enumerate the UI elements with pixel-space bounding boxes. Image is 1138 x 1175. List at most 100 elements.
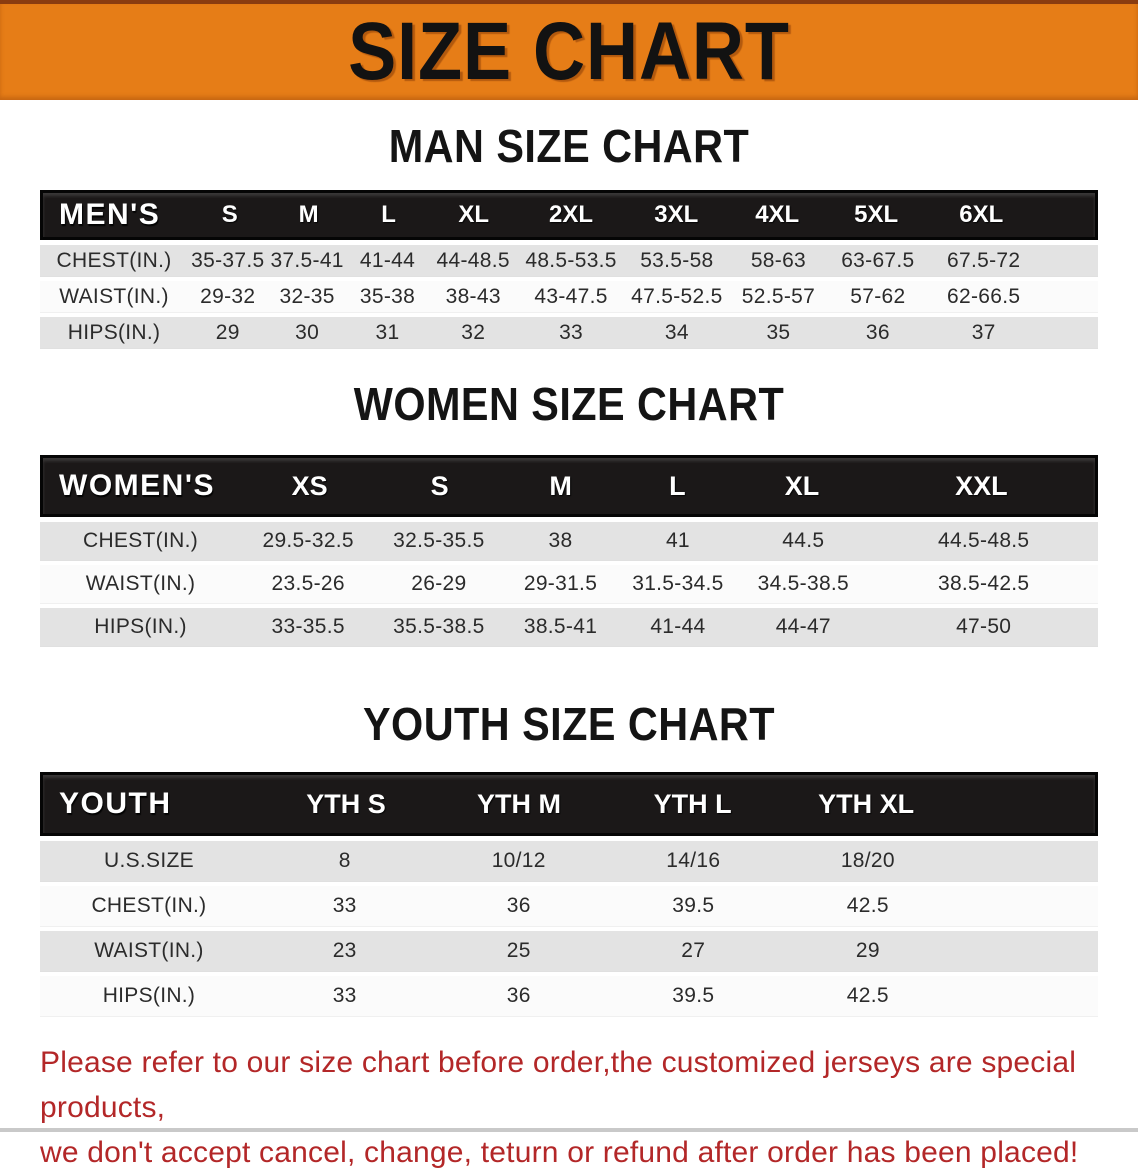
men-size-3xl: 3XL (654, 201, 699, 228)
value-cell: 35-38 (359, 284, 416, 308)
value-cell: 44-48.5 (436, 248, 510, 272)
youth-hips-row: HIPS(IN.) 33 36 39.5 42.5 (40, 976, 1098, 1016)
row-label: HIPS(IN.) (94, 615, 187, 638)
row-label: WAIST(IN.) (94, 939, 204, 962)
value-cell: 35-37.5 (191, 248, 265, 272)
value-cell: 34.5-38.5 (757, 572, 850, 595)
women-chest-row: CHEST(IN.) 29.5-32.5 32.5-35.5 38 41 44.… (40, 522, 1098, 560)
youth-section-title: YOUTH SIZE CHART (362, 698, 776, 750)
value-cell: 38.5-42.5 (937, 572, 1030, 595)
youth-size-s: YTH S (306, 788, 386, 819)
value-cell: 33-35.5 (271, 615, 345, 638)
value-cell: 29 (855, 939, 880, 962)
row-label: CHEST(IN.) (56, 248, 172, 272)
value-cell: 62-66.5 (947, 284, 1021, 308)
value-cell: 63-67.5 (841, 248, 915, 272)
banner-title: SIZE CHART (348, 6, 790, 97)
value-cell: 33 (559, 320, 584, 344)
value-cell: 44-47 (775, 615, 831, 638)
value-cell: 39.5 (672, 984, 715, 1007)
value-cell: 10/12 (491, 849, 546, 872)
youth-size-xl: YTH XL (818, 788, 915, 819)
men-section-title: MAN SIZE CHART (388, 120, 750, 172)
value-cell: 29 (215, 320, 240, 344)
row-label: CHEST(IN.) (83, 529, 198, 552)
youth-waist-row: WAIST(IN.) 23 25 27 29 (40, 931, 1098, 971)
value-cell: 41-44 (359, 248, 416, 272)
value-cell: 38-43 (445, 284, 501, 308)
value-cell: 47-50 (956, 615, 1012, 638)
men-waist-row: WAIST(IN.) 29-32 32-35 35-38 38-43 43-47… (40, 281, 1098, 312)
youth-ussize-row: U.S.SIZE 8 10/12 14/16 18/20 (40, 841, 1098, 881)
men-size-2xl: 2XL (549, 201, 594, 228)
value-cell: 52.5-57 (741, 284, 816, 308)
disclaimer-line-1: Please refer to our size chart before or… (40, 1046, 1077, 1124)
value-cell: 37.5-41 (270, 248, 344, 272)
value-cell: 23.5-26 (271, 572, 345, 595)
men-hips-row: HIPS(IN.) 29 30 31 32 33 34 35 36 37 (40, 317, 1098, 348)
value-cell: 44.5-48.5 (937, 529, 1030, 552)
women-size-l: L (669, 470, 686, 501)
value-cell: 37 (971, 320, 996, 344)
value-cell: 44.5 (782, 529, 825, 552)
youth-chest-row: CHEST(IN.) 33 36 39.5 42.5 (40, 886, 1098, 926)
value-cell: 8 (338, 849, 351, 872)
value-cell: 41-44 (650, 615, 706, 638)
men-size-4xl: 4XL (755, 201, 800, 228)
row-label: CHEST(IN.) (91, 894, 207, 917)
value-cell: 42.5 (846, 984, 889, 1007)
value-cell: 42.5 (846, 894, 889, 917)
women-size-m: M (549, 470, 572, 501)
value-cell: 38.5-41 (523, 615, 598, 638)
value-cell: 58-63 (750, 248, 807, 272)
value-cell: 14/16 (666, 849, 721, 872)
value-cell: 53.5-58 (640, 248, 714, 272)
bottom-divider (0, 1128, 1138, 1132)
men-size-table: MEN'S S M L XL 2XL 3XL 4XL 5XL 6XL CHEST… (40, 190, 1098, 348)
women-section-title: WOMEN SIZE CHART (353, 378, 785, 430)
disclaimer-line-2: we don't accept cancel, change, teturn o… (40, 1136, 1079, 1169)
youth-size-table: YOUTH YTH S YTH M YTH L YTH XL U.S.SIZE … (40, 772, 1098, 1016)
value-cell: 36 (506, 894, 531, 917)
women-waist-row: WAIST(IN.) 23.5-26 26-29 29-31.5 31.5-34… (40, 565, 1098, 603)
value-cell: 35 (766, 320, 791, 344)
youth-header-row: YOUTH YTH S YTH M YTH L YTH XL (40, 772, 1098, 836)
women-size-xxl: XXL (955, 470, 1008, 501)
value-cell: 23 (332, 939, 357, 962)
value-cell: 34 (664, 320, 689, 344)
value-cell: 33 (332, 984, 357, 1007)
value-cell: 31 (375, 320, 400, 344)
value-cell: 38 (548, 529, 573, 552)
men-size-m: M (298, 201, 319, 228)
value-cell: 67.5-72 (947, 248, 1021, 272)
value-cell: 25 (506, 939, 531, 962)
row-label: WAIST(IN.) (85, 572, 196, 595)
women-size-xl: XL (784, 470, 820, 501)
value-cell: 41 (665, 529, 690, 552)
value-cell: 32.5-35.5 (393, 529, 485, 552)
value-cell: 29-31.5 (523, 572, 598, 595)
youth-header-label: YOUTH (59, 787, 172, 820)
women-header-label: WOMEN'S (59, 469, 215, 502)
youth-size-l: YTH L (653, 788, 732, 819)
row-label: HIPS(IN.) (67, 320, 161, 344)
men-header-row: MEN'S S M L XL 2XL 3XL 4XL 5XL 6XL (40, 190, 1098, 240)
value-cell: 31.5-34.5 (632, 572, 724, 595)
value-cell: 47.5-52.5 (631, 284, 723, 308)
value-cell: 36 (865, 320, 890, 344)
women-hips-row: HIPS(IN.) 33-35.5 35.5-38.5 38.5-41 41-4… (40, 608, 1098, 646)
value-cell: 30 (295, 320, 320, 344)
men-size-xl: XL (458, 201, 490, 228)
value-cell: 29.5-32.5 (262, 529, 354, 552)
men-chest-row: CHEST(IN.) 35-37.5 37.5-41 41-44 44-48.5… (40, 245, 1098, 276)
women-size-s: S (430, 470, 449, 501)
value-cell: 33 (332, 894, 357, 917)
value-cell: 39.5 (672, 894, 715, 917)
value-cell: 35.5-38.5 (393, 615, 485, 638)
row-label: U.S.SIZE (104, 849, 194, 872)
row-label: HIPS(IN.) (102, 984, 196, 1007)
value-cell: 32 (461, 320, 486, 344)
value-cell: 18/20 (840, 849, 895, 872)
value-cell: 29-32 (200, 284, 256, 308)
